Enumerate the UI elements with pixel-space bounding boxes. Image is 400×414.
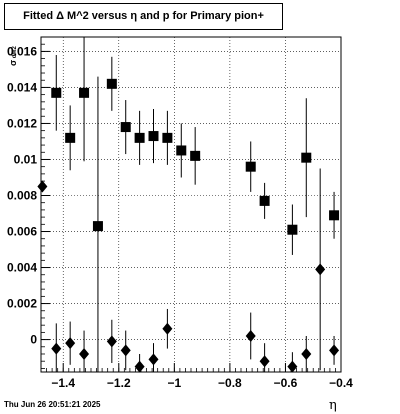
diamond-marker bbox=[120, 344, 131, 357]
square-marker bbox=[51, 87, 62, 98]
x-axis-label: η bbox=[329, 398, 337, 413]
diamond-marker bbox=[65, 337, 76, 350]
diamond-marker bbox=[259, 355, 270, 368]
y-tick-label: 0.012 bbox=[7, 116, 37, 130]
square-marker bbox=[79, 87, 90, 98]
diamond-marker bbox=[148, 353, 159, 366]
diamond-marker bbox=[106, 335, 117, 348]
x-tick-label: −0.8 bbox=[218, 376, 242, 390]
square-marker bbox=[162, 132, 173, 143]
axis-ticks bbox=[40, 36, 342, 372]
diamond-marker bbox=[245, 329, 256, 342]
diamond-marker bbox=[162, 322, 173, 335]
diamond-marker bbox=[134, 360, 145, 373]
axis-tick-labels: −1.4 −1.2 −1 −0.8 −0.6 −0.4 0 0.002 0.004 0.006 0.… bbox=[7, 44, 353, 390]
x-tick-label: −1.2 bbox=[107, 376, 131, 390]
square-marker bbox=[259, 195, 270, 206]
square-marker bbox=[120, 122, 131, 133]
y-tick-label: 0.016 bbox=[7, 44, 37, 58]
x-tick-label: −1.4 bbox=[51, 376, 75, 390]
y-tick-label: 0.006 bbox=[7, 225, 37, 239]
square-marker bbox=[190, 150, 201, 161]
square-marker bbox=[65, 132, 76, 143]
square-marker bbox=[287, 224, 298, 235]
square-marker bbox=[329, 210, 340, 221]
chart-title: Fitted Δ M^2 versus η and p for Primary … bbox=[4, 3, 283, 30]
y-axis-label: σ dM2 bbox=[8, 46, 18, 66]
timestamp: Thu Jun 26 20:51:21 2025 bbox=[4, 400, 101, 409]
square-marker bbox=[134, 132, 145, 143]
x-tick-label: −0.4 bbox=[329, 376, 353, 390]
square-marker bbox=[92, 221, 103, 232]
diamond-marker bbox=[37, 180, 48, 193]
square-marker bbox=[176, 145, 187, 156]
y-tick-label: 0.014 bbox=[7, 80, 37, 94]
x-tick-label: −0.6 bbox=[274, 376, 298, 390]
diamond-marker bbox=[301, 347, 312, 360]
square-marker bbox=[301, 152, 312, 163]
y-tick-label: 0.002 bbox=[7, 297, 37, 311]
diamond-marker bbox=[329, 344, 340, 357]
square-marker bbox=[245, 161, 256, 172]
diamond-marker bbox=[287, 360, 298, 373]
x-tick-label: −1 bbox=[167, 376, 181, 390]
diamond-marker bbox=[79, 347, 90, 360]
y-tick-label: 0.004 bbox=[7, 261, 37, 275]
data-markers bbox=[37, 78, 340, 373]
square-marker bbox=[148, 131, 159, 142]
diamond-marker bbox=[51, 342, 62, 355]
y-tick-label: 0 bbox=[30, 333, 37, 347]
y-tick-label: 0.01 bbox=[14, 152, 38, 166]
square-marker bbox=[106, 78, 117, 89]
diamond-marker bbox=[315, 263, 326, 276]
y-tick-label: 0.008 bbox=[7, 188, 37, 202]
